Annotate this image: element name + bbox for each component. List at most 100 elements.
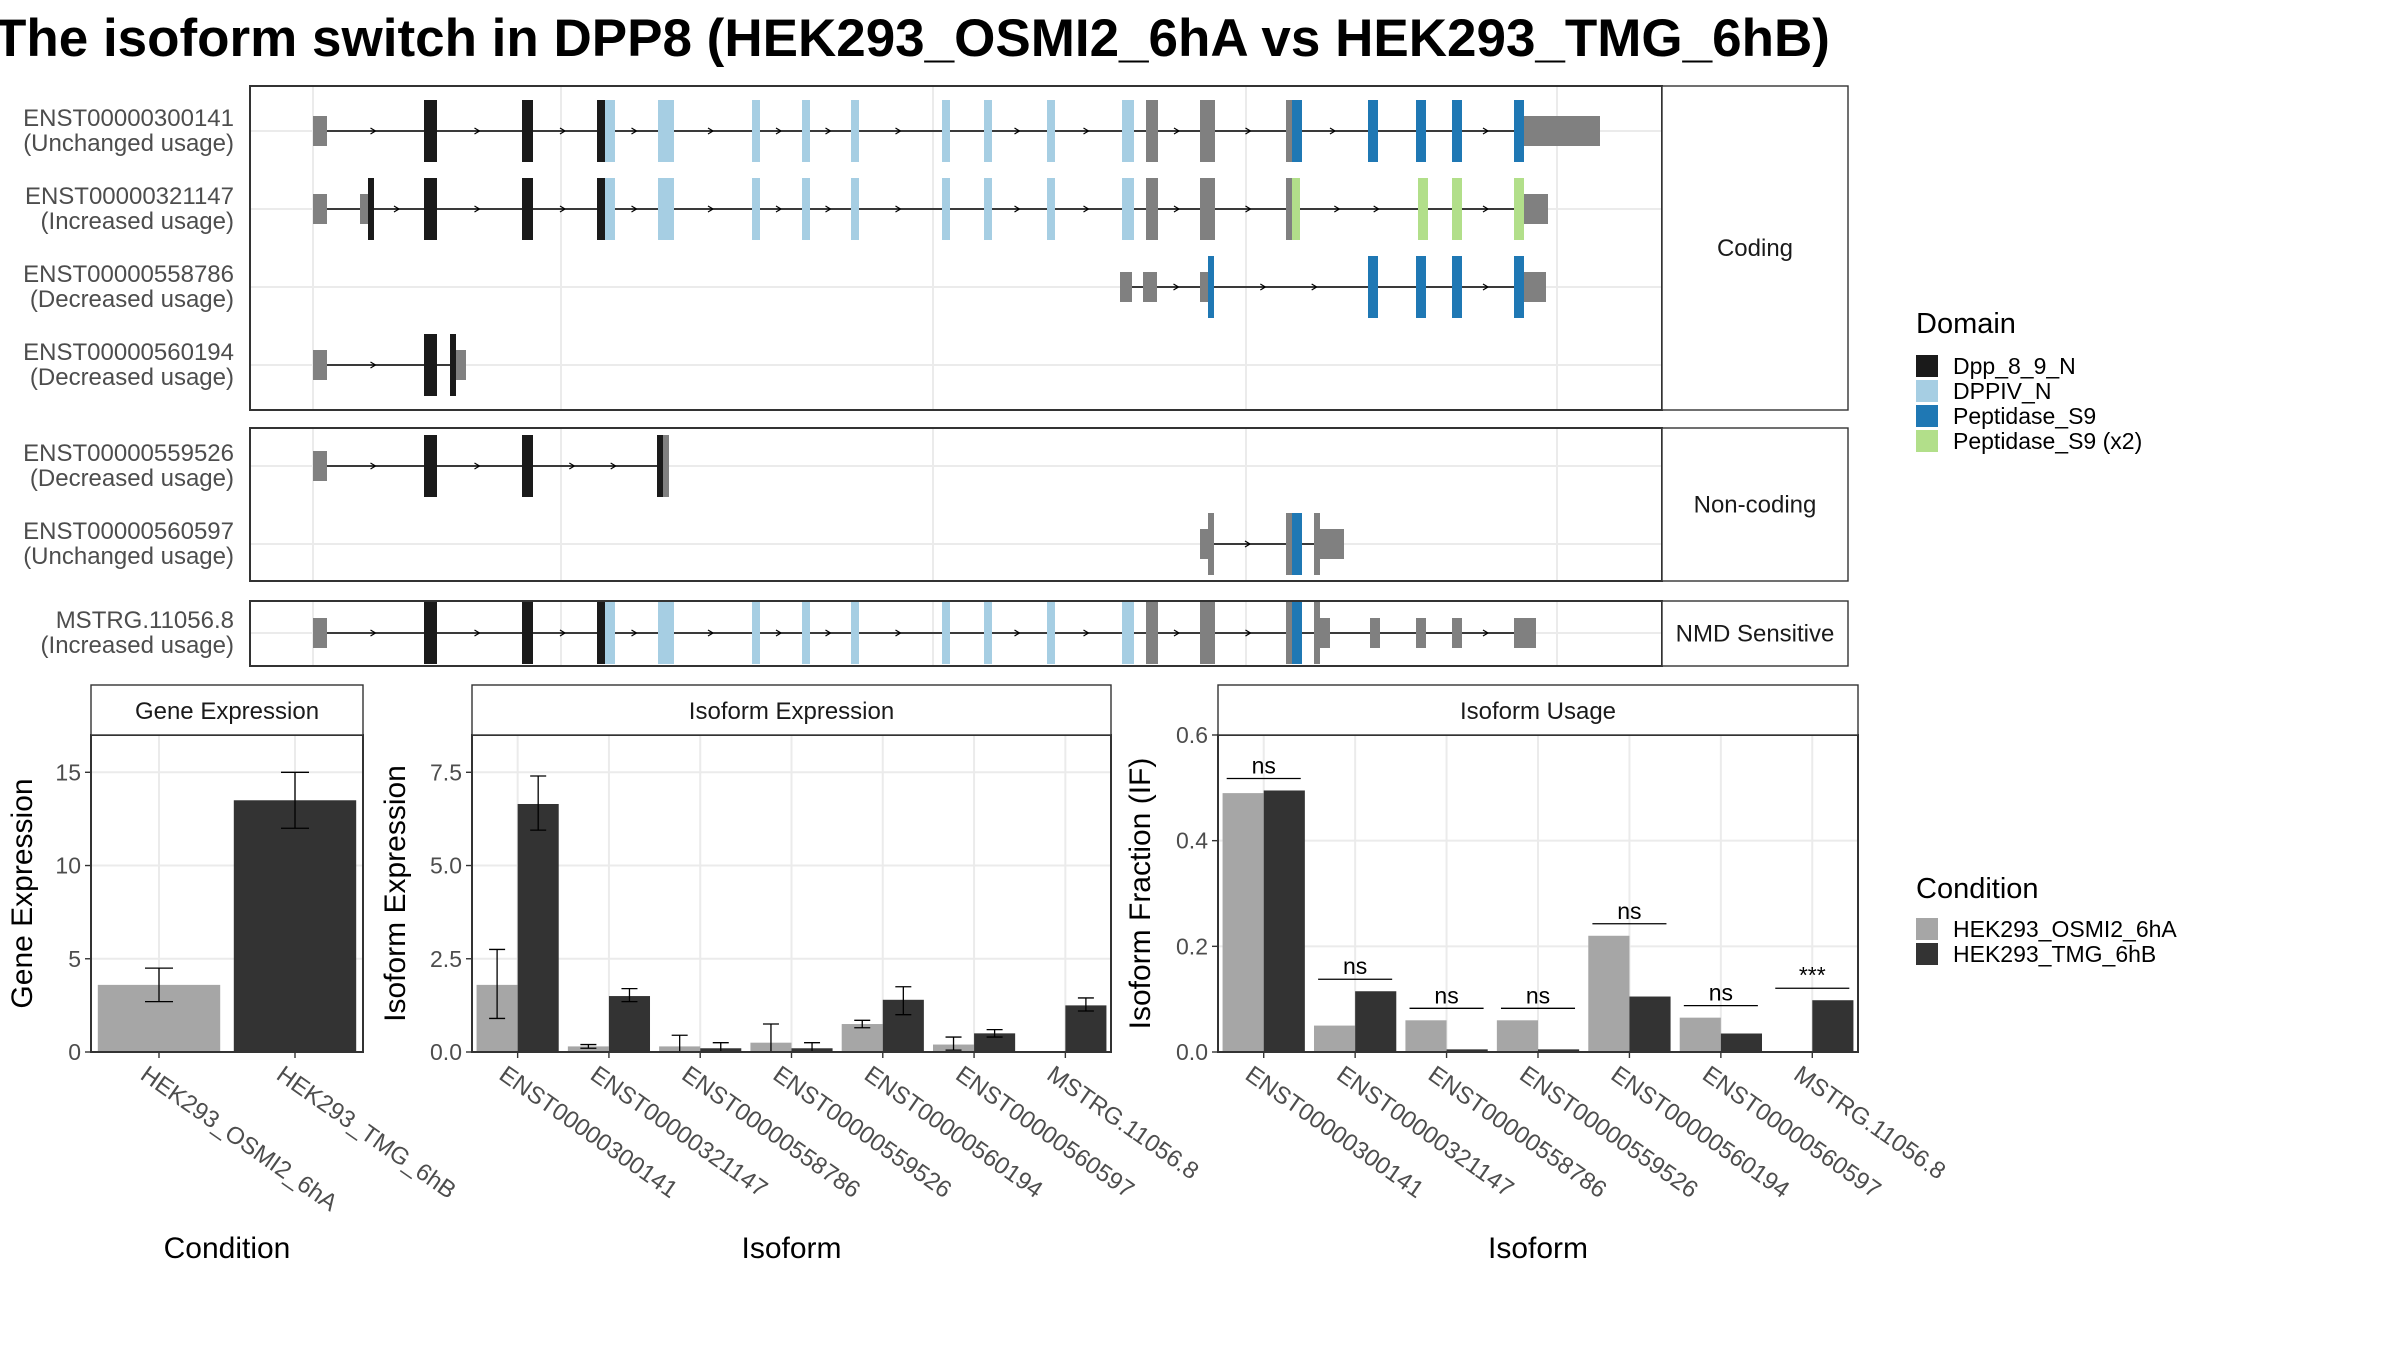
exon-block bbox=[1200, 529, 1208, 559]
exon-block bbox=[984, 100, 992, 162]
exon-block bbox=[424, 178, 437, 240]
intron-arrow bbox=[1482, 127, 1490, 135]
bar bbox=[1446, 1049, 1488, 1052]
intron-arrow bbox=[1014, 629, 1021, 637]
exon-block bbox=[313, 194, 327, 224]
transcript-row: ENST00000321147(Increased usage) bbox=[25, 178, 1548, 240]
exon-block bbox=[851, 100, 859, 162]
exon-block bbox=[1514, 256, 1524, 318]
intron-arrow bbox=[370, 629, 377, 637]
condition-legend-label: HEK293_TMG_6hB bbox=[1953, 941, 2156, 967]
exon-block bbox=[1143, 272, 1157, 302]
exon-block bbox=[1452, 618, 1462, 648]
figure-title: The isoform switch in DPP8 (HEK293_OSMI2… bbox=[0, 9, 1830, 68]
strip-label: Non-coding bbox=[1694, 492, 1817, 519]
condition-legend-title: Condition bbox=[1916, 873, 2039, 905]
y-tick-label: 0.4 bbox=[1176, 828, 1208, 854]
exon-block bbox=[1122, 100, 1132, 162]
bar bbox=[1588, 935, 1630, 1052]
exon-block bbox=[1047, 602, 1055, 664]
exon-block bbox=[424, 602, 437, 664]
exon-block bbox=[368, 178, 374, 240]
exon-block bbox=[1514, 100, 1524, 162]
exon-block bbox=[313, 618, 327, 648]
exon-block bbox=[1286, 513, 1292, 575]
bar bbox=[841, 1024, 883, 1052]
transcript-panel-2: MSTRG.11056.8(Increased usage) NMD Sensit… bbox=[41, 600, 1849, 667]
intron-arrow bbox=[825, 205, 832, 213]
transcript-usage-label: (Decreased usage) bbox=[30, 286, 234, 313]
intron-arrow bbox=[825, 127, 832, 135]
transcript-label: ENST00000321147 bbox=[25, 183, 234, 210]
transcript-label: ENST00000560194 bbox=[23, 339, 234, 366]
bar bbox=[1720, 1033, 1762, 1052]
y-tick-label: 0 bbox=[68, 1039, 81, 1065]
domain-legend-title: Domain bbox=[1916, 308, 2016, 340]
exon-block bbox=[360, 194, 368, 224]
y-tick-label: 5 bbox=[68, 946, 81, 972]
facet-strip-title: Isoform Usage bbox=[1460, 698, 1616, 725]
intron-arrow bbox=[474, 127, 481, 135]
intron-arrow bbox=[370, 462, 377, 470]
bar bbox=[1812, 1000, 1854, 1052]
transcript-label: ENST00000558786 bbox=[23, 261, 234, 288]
strip-box bbox=[1661, 427, 1849, 582]
exon-block bbox=[1368, 100, 1378, 162]
panel-background bbox=[250, 86, 1662, 410]
exon-block bbox=[1524, 194, 1548, 224]
bar bbox=[1065, 1005, 1107, 1052]
exon-block bbox=[313, 451, 327, 481]
intron-arrow bbox=[775, 205, 783, 213]
y-axis-label: Gene Expression bbox=[6, 778, 39, 1008]
exon-block bbox=[522, 435, 533, 497]
intron-arrow bbox=[1083, 127, 1090, 135]
exon-block bbox=[657, 435, 663, 497]
exon-block bbox=[605, 602, 615, 664]
intron-arrow bbox=[1329, 127, 1337, 135]
exon-block bbox=[1208, 513, 1214, 575]
strip-box bbox=[1661, 600, 1849, 667]
bar bbox=[1314, 1025, 1356, 1052]
exon-block bbox=[1208, 256, 1214, 318]
bar bbox=[1222, 793, 1264, 1052]
intron-arrow bbox=[1083, 205, 1090, 213]
x-axis-title: Isoform bbox=[1488, 1232, 1588, 1265]
exon-block bbox=[313, 350, 327, 380]
transcript-label: ENST00000559526 bbox=[23, 440, 234, 467]
bar bbox=[1405, 1020, 1447, 1052]
y-tick-label: 0.2 bbox=[1176, 933, 1208, 959]
facet-strip bbox=[471, 684, 1112, 736]
intron-arrow bbox=[1173, 205, 1181, 213]
intron-arrow bbox=[474, 462, 481, 470]
intron-arrow bbox=[1311, 283, 1318, 291]
transcript-row: ENST00000558786(Decreased usage) bbox=[23, 256, 1546, 318]
intron-arrow bbox=[1173, 127, 1181, 135]
intron-arrow bbox=[1334, 205, 1341, 213]
exon-block bbox=[802, 602, 810, 664]
exon-block bbox=[1452, 100, 1462, 162]
intron-arrow bbox=[569, 462, 576, 470]
strip-label: Coding bbox=[1717, 235, 1793, 262]
exon-block bbox=[1200, 100, 1215, 162]
exon-block bbox=[663, 435, 669, 497]
exon-block bbox=[522, 100, 533, 162]
exon-block bbox=[1120, 272, 1132, 302]
bar bbox=[974, 1033, 1016, 1052]
exon-block bbox=[1146, 602, 1158, 664]
significance-label: ns bbox=[1709, 980, 1733, 1006]
exon-block bbox=[1524, 116, 1600, 146]
intron-arrow bbox=[1482, 283, 1490, 291]
exon-block bbox=[658, 100, 674, 162]
significance-label: ns bbox=[1526, 982, 1550, 1008]
exon-block bbox=[1292, 602, 1302, 664]
transcript-structure-panels: ENST00000300141(Unchanged usage)ENST0000… bbox=[23, 85, 1849, 667]
significance-label: ns bbox=[1252, 752, 1276, 778]
intron-arrow bbox=[1244, 540, 1252, 548]
transcript-usage-label: (Unchanged usage) bbox=[23, 130, 234, 157]
exon-block bbox=[424, 334, 437, 396]
intron-arrow bbox=[825, 629, 832, 637]
facet-strip bbox=[90, 684, 364, 736]
exon-block bbox=[1370, 618, 1380, 648]
exon-block bbox=[942, 602, 950, 664]
